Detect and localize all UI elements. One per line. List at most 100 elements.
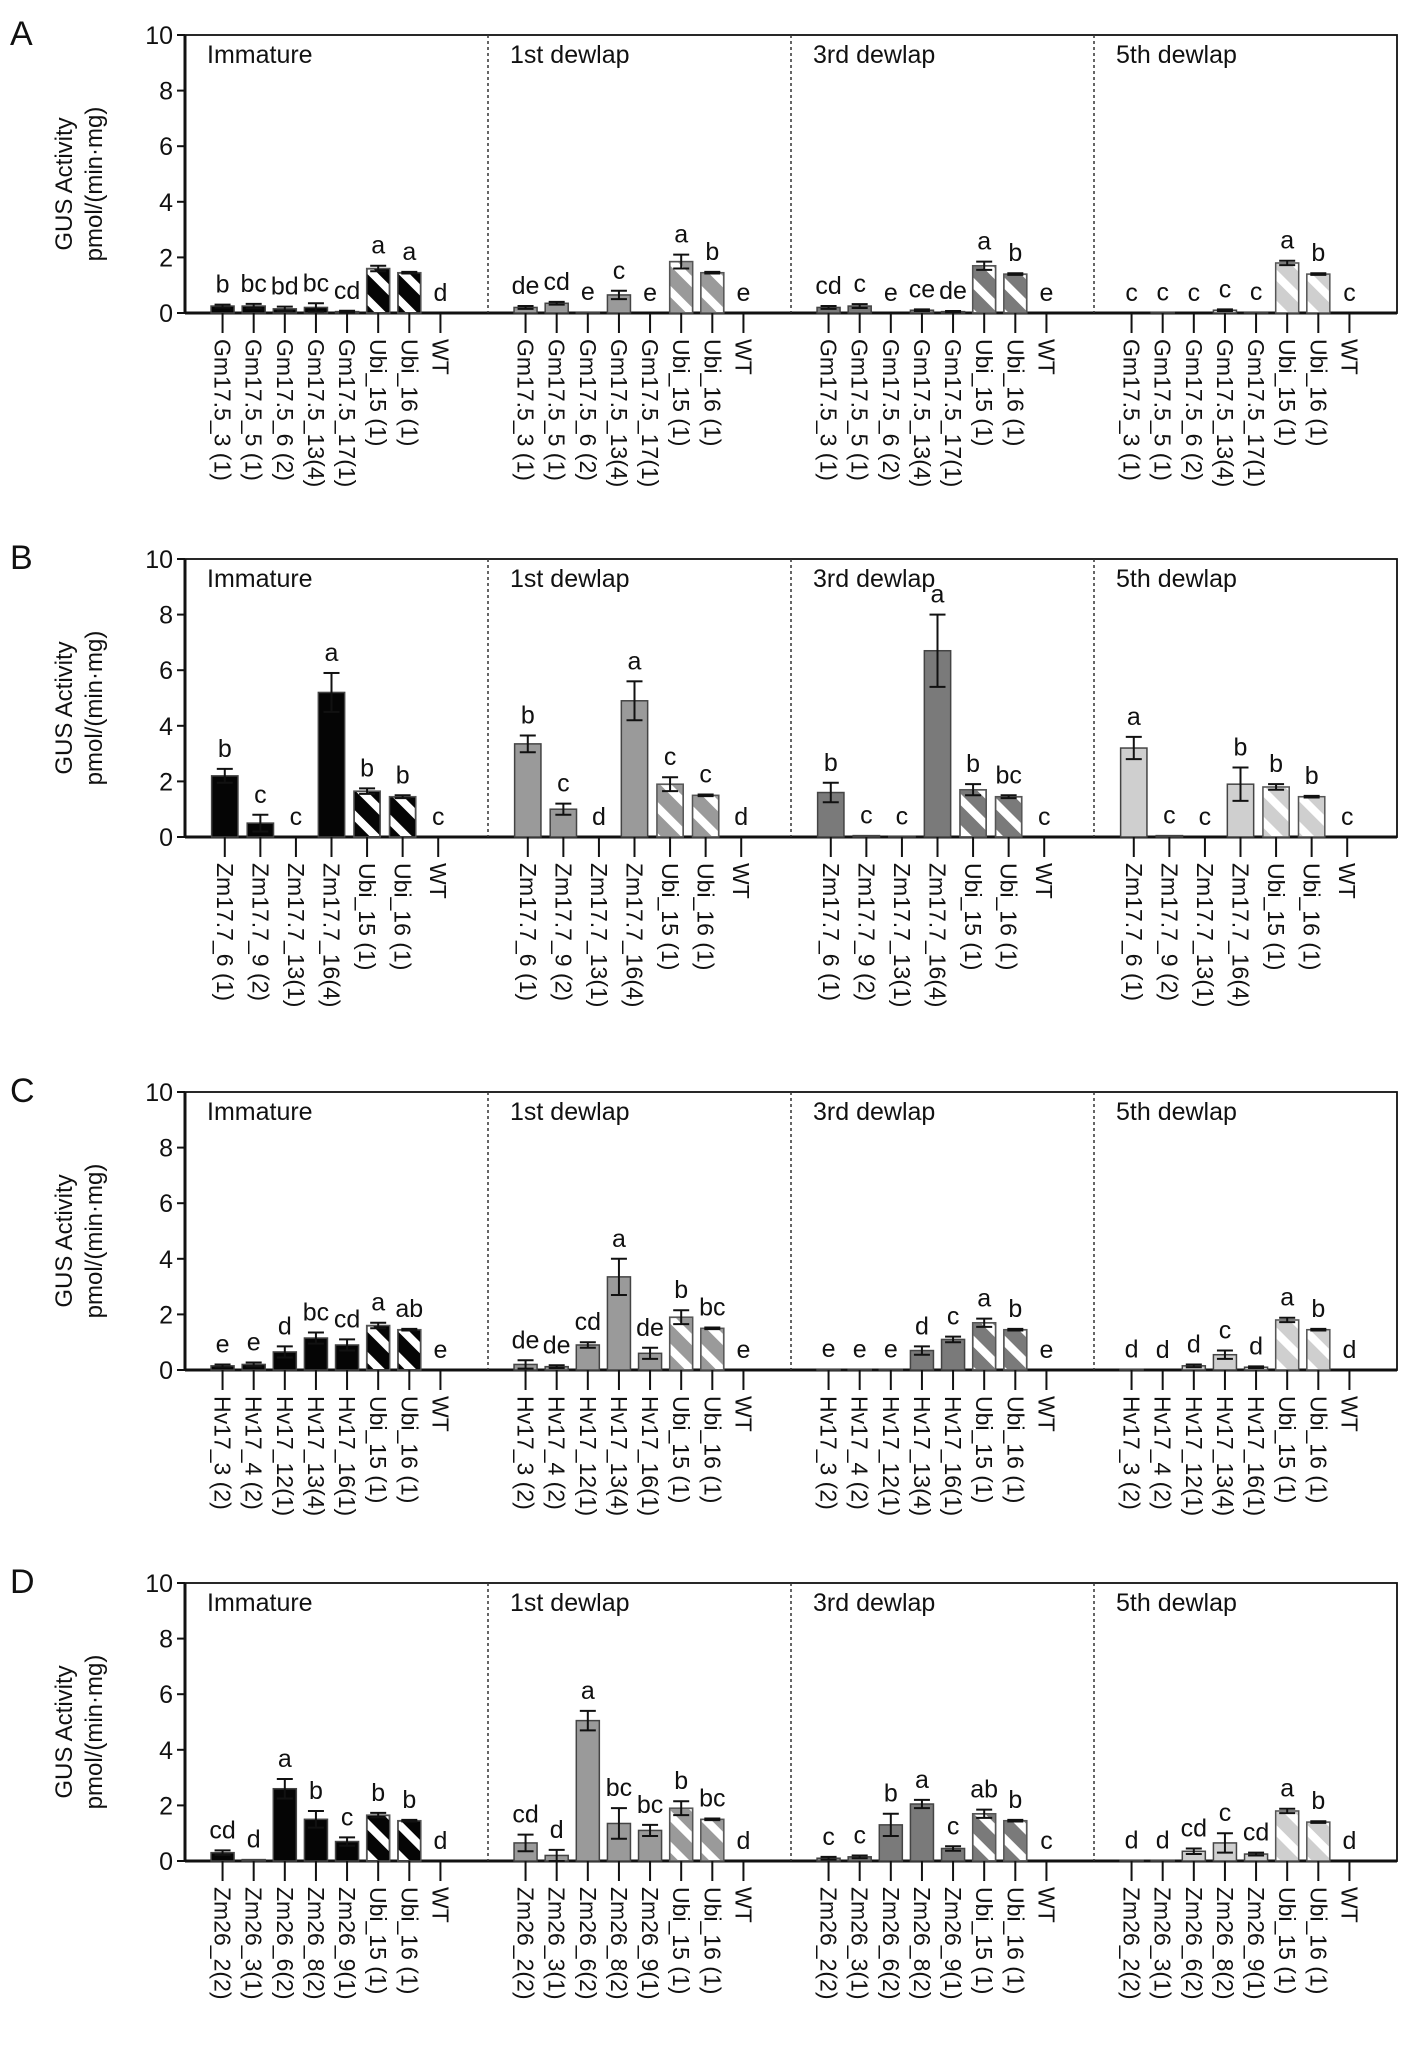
significance-letter: a [612, 1225, 626, 1253]
significance-letter: de [543, 1331, 571, 1359]
significance-letter: cd [334, 277, 360, 305]
significance-letter: bc [995, 761, 1021, 789]
x-tick-label: WT [730, 1396, 756, 1432]
x-tick-label: Zm17.7_9 (2) [1156, 863, 1182, 1001]
x-tick-label: Zm26_2(2) [1119, 1887, 1145, 1999]
significance-letter: a [1127, 703, 1141, 731]
x-tick-label: Gm17.5_6 (2) [575, 339, 601, 481]
significance-letter: d [1187, 1330, 1201, 1358]
significance-letter: e [247, 1328, 261, 1356]
significance-letter: cd [1243, 1819, 1269, 1847]
y-tick-label: 4 [159, 1737, 173, 1765]
significance-letter: e [433, 1336, 447, 1364]
x-tick-label: Gm17.5_3 (1) [816, 339, 842, 481]
significance-letter: d [734, 803, 748, 831]
bar [1150, 1859, 1175, 1862]
significance-letter: a [628, 647, 642, 675]
bar-hatch [1004, 1330, 1026, 1369]
x-tick-label: Ubi_15 (1) [1263, 863, 1289, 970]
x-tick-label: Ubi_16 (1) [396, 1887, 422, 1994]
y-axis-title-line: GUS Activity [51, 1665, 78, 1798]
x-tick-label: Ubi_15 (1) [668, 1396, 694, 1503]
significance-letter: cd [543, 268, 569, 296]
significance-letter: b [1311, 1787, 1325, 1815]
x-tick-label: WT [1336, 1396, 1362, 1432]
significance-letter: a [1280, 1775, 1294, 1803]
significance-letter: c [1040, 1827, 1053, 1855]
bar-hatch [973, 1814, 995, 1860]
panel-label: B [10, 539, 33, 577]
significance-letter: de [636, 1314, 664, 1342]
x-tick-label: Hv17_16(1) [334, 1396, 360, 1516]
bar-hatch [670, 1318, 692, 1369]
significance-letter: ab [970, 1776, 998, 1804]
x-tick-label: Ubi_16 (1) [996, 863, 1022, 970]
group-title: 5th dewlap [1116, 1589, 1237, 1617]
significance-letter: b [521, 702, 535, 730]
bar-hatch [670, 262, 692, 312]
significance-letter: c [432, 803, 445, 831]
x-tick-label: Ubi_15 (1) [354, 863, 380, 970]
bar-hatch [367, 1326, 389, 1369]
significance-letter: e [1039, 1336, 1053, 1364]
y-axis-title-line: pmol/(min·mg) [81, 1164, 108, 1319]
y-axis-title: GUS Activity pmol/(min·mg) [51, 631, 108, 786]
bar-hatch [1004, 1821, 1026, 1860]
significance-letter: c [557, 770, 570, 798]
x-tick-label: WT [425, 863, 451, 899]
bar-hatch [398, 1821, 420, 1860]
significance-letter: c [822, 1823, 835, 1851]
significance-letter: d [1342, 1336, 1356, 1364]
x-tick-label: Zm17.7_9 (2) [247, 863, 273, 1001]
significance-letter: d [592, 803, 606, 831]
x-tick-label: Zm26_8(2) [1212, 1887, 1238, 1999]
x-tick-label: Hv17_4 (2) [544, 1396, 570, 1510]
significance-letter: a [931, 581, 945, 609]
x-tick-label: Ubi_15 (1) [365, 1887, 391, 1994]
y-tick-label: 0 [159, 1357, 173, 1385]
panel-label: A [10, 15, 33, 53]
x-tick-label: Gm17.5_13(4) [606, 339, 632, 487]
y-axis-title: GUS Activity pmol/(min·mg) [51, 107, 108, 262]
x-tick-label: Hv17_4 (2) [1150, 1396, 1176, 1510]
group-title: Immature [207, 565, 313, 593]
x-tick-label: Gm17.5_17(1) [637, 339, 663, 487]
x-tick-label: Gm17.5_17(1) [334, 339, 360, 487]
y-tick-label: 0 [159, 300, 173, 328]
bar [575, 311, 601, 314]
x-tick-label: Hv17_12(1) [1181, 1396, 1207, 1516]
significance-letter: a [1280, 227, 1294, 255]
bar-hatch [1307, 1823, 1329, 1860]
x-tick-label: WT [1336, 1887, 1362, 1923]
significance-letter: c [613, 257, 626, 285]
significance-letter: a [402, 238, 416, 266]
significance-letter: b [1311, 239, 1325, 267]
significance-letter: c [254, 781, 267, 809]
group-title: 1st dewlap [510, 41, 630, 69]
significance-letter: b [216, 271, 230, 299]
significance-letter: bd [271, 273, 299, 301]
y-tick-label: 8 [159, 602, 173, 630]
x-tick-label: Gm17.5_3 (1) [210, 339, 236, 481]
x-tick-label: Ubi_16 (1) [1305, 339, 1331, 446]
significance-letter: c [1250, 278, 1263, 306]
x-tick-label: Gm17.5_13(4) [1212, 339, 1238, 487]
x-tick-label: Zm26_2(2) [816, 1887, 842, 1999]
significance-letter: b [402, 1786, 416, 1814]
significance-letter: b [824, 749, 838, 777]
y-tick-label: 10 [145, 546, 173, 574]
bar-hatch [398, 273, 420, 312]
bar-hatch [367, 1816, 389, 1860]
significance-letter: b [674, 1276, 688, 1304]
significance-letter: c [1219, 1317, 1232, 1345]
bar-hatch [1276, 263, 1298, 312]
x-tick-label: Ubi_16 (1) [390, 863, 416, 970]
x-tick-label: Zm17.7_6 (1) [212, 863, 238, 1001]
significance-letter: a [371, 232, 385, 260]
x-tick-label: Hv17_12(1) [878, 1396, 904, 1516]
y-tick-label: 2 [159, 768, 173, 796]
x-tick-label: Ubi_16 (1) [1002, 339, 1028, 446]
significance-letter: b [884, 1780, 898, 1808]
group-title: 3rd dewlap [813, 1098, 935, 1126]
significance-letter: b [360, 754, 374, 782]
